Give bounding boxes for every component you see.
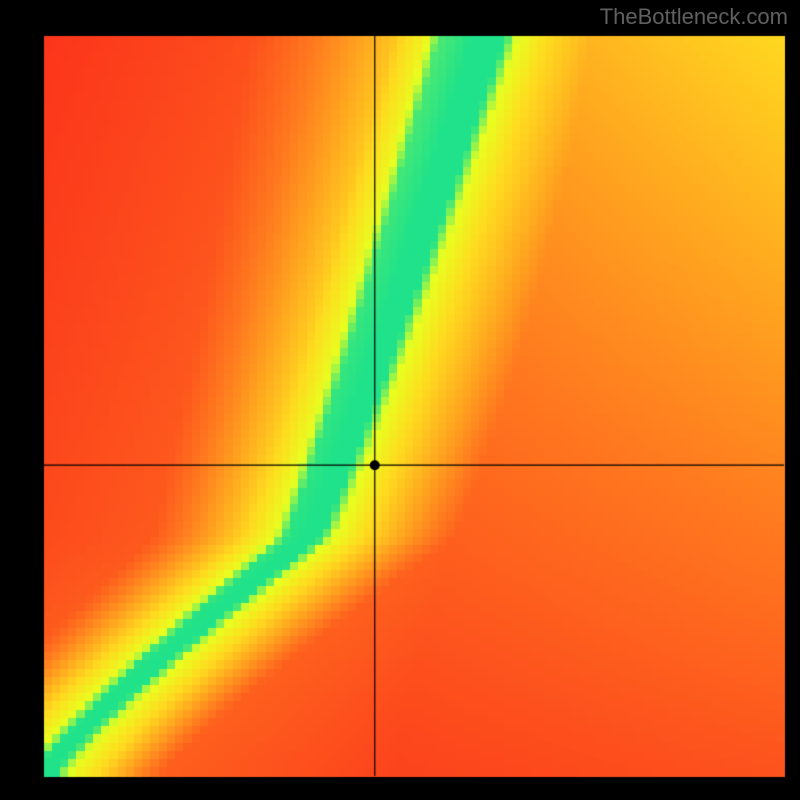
heatmap-canvas <box>0 0 800 800</box>
chart-container: TheBottleneck.com <box>0 0 800 800</box>
attribution-label: TheBottleneck.com <box>600 4 788 30</box>
